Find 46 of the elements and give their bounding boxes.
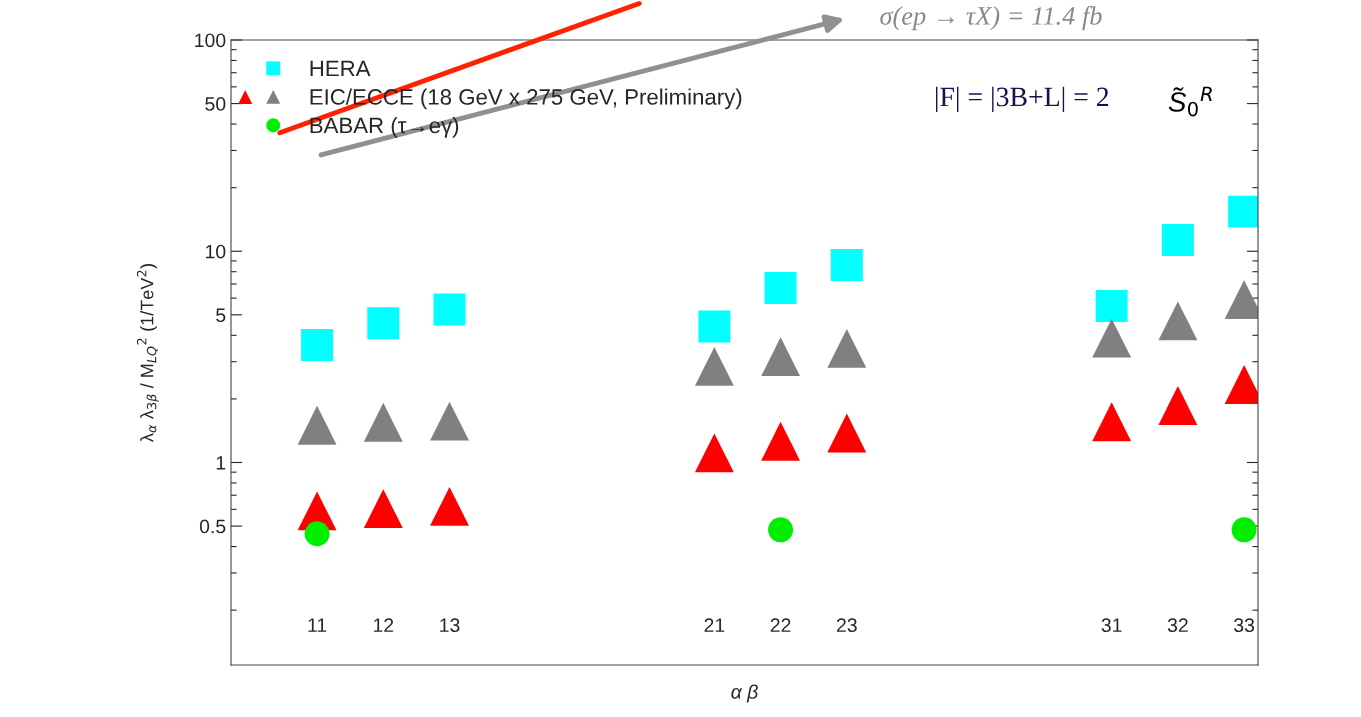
legend-label: HERA xyxy=(310,60,371,77)
y-tick-label: 5 xyxy=(216,308,226,323)
point xyxy=(363,402,403,442)
y-tick-label: 100 xyxy=(195,33,226,48)
point xyxy=(830,249,863,282)
point xyxy=(1158,386,1198,426)
x-tick-label: 31 xyxy=(1101,618,1122,633)
point xyxy=(1092,318,1132,358)
x-tick-label: 33 xyxy=(1234,618,1255,633)
y-tick-label: 0.5 xyxy=(199,519,226,534)
annotation: |F| = |3B+L| = 2 xyxy=(936,86,1109,113)
text: σ(ep → τX) = 11.4 fb xyxy=(880,6,1102,31)
point xyxy=(430,486,469,526)
point xyxy=(764,272,797,304)
point xyxy=(1161,224,1194,257)
x-tick-label: 23 xyxy=(836,618,857,633)
annotation: S̃$_{0}$$^{R}$ xyxy=(1168,86,1212,117)
point xyxy=(827,413,867,453)
point xyxy=(694,433,734,473)
point xyxy=(304,521,330,547)
point xyxy=(367,307,400,340)
point xyxy=(297,405,337,445)
y-tick-label: 1 xyxy=(216,456,226,470)
point xyxy=(827,328,867,368)
y-tick-label: 10 xyxy=(206,244,226,259)
point xyxy=(694,346,734,386)
point xyxy=(1092,402,1132,442)
point xyxy=(1158,301,1198,341)
point xyxy=(698,310,731,343)
x-tick-label: 32 xyxy=(1167,618,1188,633)
text: λ$_{α}$ λ$_{3β}$ / M$_{LQ}$$^{2}$ (1/TeV$^{2}$) xyxy=(136,264,159,443)
legend-label: BABAR (τ→eγ) xyxy=(310,116,459,138)
x-axis-title: α β xyxy=(731,684,758,703)
x-tick-label: 12 xyxy=(373,618,394,632)
x-tick-label: 11 xyxy=(308,618,327,632)
x-tick-label: 22 xyxy=(770,618,791,632)
point xyxy=(761,337,801,377)
x-tick-label: 21 xyxy=(704,618,725,632)
point xyxy=(761,421,801,461)
y-tick-label: 50 xyxy=(205,97,226,111)
point xyxy=(430,401,469,441)
point xyxy=(301,329,334,361)
x-tick-label: 13 xyxy=(440,618,460,633)
point xyxy=(1095,290,1128,323)
point xyxy=(433,293,466,326)
point xyxy=(363,489,403,529)
